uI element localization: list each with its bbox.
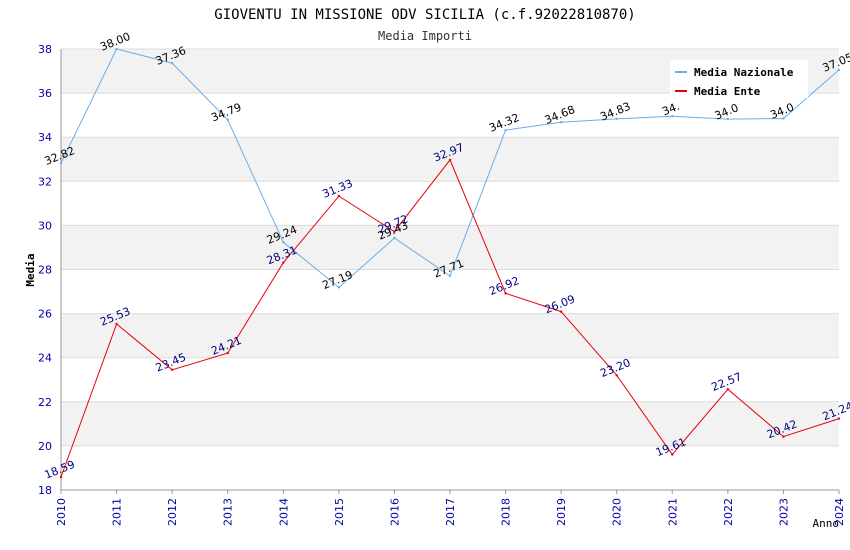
series-point	[226, 351, 229, 355]
series-point	[504, 292, 507, 295]
legend-entry: Media Ente	[694, 85, 761, 98]
series-point	[671, 115, 674, 118]
chart-subtitle: Media Importi	[378, 29, 472, 43]
y-tick-label: 34	[38, 131, 52, 144]
y-tick-label: 28	[38, 264, 52, 277]
x-tick-labels: 2010 2011 2012 2013 2014 2015 2016 2017 2018 2019…	[55, 490, 846, 526]
series-point	[671, 453, 674, 456]
legend: Media Nazionale Media Ente	[670, 60, 808, 98]
x-tick-label: 2021	[666, 498, 679, 526]
x-tick-label: 2011	[111, 498, 124, 526]
series-point	[615, 117, 618, 121]
series-point	[726, 388, 730, 391]
plot-bands	[61, 49, 839, 490]
y-tick-label: 30	[38, 219, 52, 232]
x-tick-label: 2015	[333, 498, 346, 526]
series-point	[337, 194, 341, 198]
plot-band	[61, 313, 839, 358]
y-tick-label: 24	[38, 352, 52, 365]
series-lines	[59, 47, 841, 479]
series-point	[59, 475, 63, 479]
y-tick-label: 36	[38, 87, 52, 100]
x-tick-label: 2014	[277, 498, 290, 526]
x-axis-label: Anno	[813, 517, 840, 530]
x-tick-label: 2012	[166, 498, 179, 526]
series-point	[726, 117, 730, 121]
series-point	[226, 118, 229, 121]
series-point	[393, 230, 396, 233]
y-tick-label: 26	[38, 308, 52, 321]
legend-box	[670, 60, 808, 98]
y-tick-label: 18	[38, 484, 52, 497]
y-tick-label: 20	[38, 440, 52, 453]
series-point	[782, 435, 785, 438]
plot-band	[61, 225, 839, 270]
series-point	[504, 128, 507, 132]
y-tick-label: 38	[38, 43, 52, 56]
series-point	[393, 236, 396, 240]
x-tick-label: 2016	[388, 498, 401, 526]
plot-band	[61, 401, 839, 446]
x-tick-label: 2019	[555, 498, 568, 526]
series-point	[170, 368, 174, 372]
series-point	[282, 261, 285, 264]
x-tick-label: 2013	[222, 498, 235, 526]
x-tick-label: 2020	[611, 498, 624, 526]
x-tick-label: 2022	[722, 498, 735, 526]
x-tick-label: 2017	[444, 498, 457, 526]
y-tick-label: 22	[38, 396, 52, 409]
plot-band	[61, 93, 839, 138]
y-tick-labels: 18 20 22 24 26 28 30 32 34 36 38	[38, 43, 52, 497]
x-tick-label: 2010	[55, 498, 68, 526]
y-tick-label: 32	[38, 175, 52, 188]
series-point	[282, 240, 285, 244]
plot-band	[61, 181, 839, 226]
series-point	[170, 61, 174, 65]
series-point	[837, 417, 841, 420]
series-point	[448, 274, 452, 278]
series-point	[59, 162, 63, 165]
x-tick-label: 2018	[500, 498, 513, 526]
series-point	[115, 47, 118, 51]
data-label: 34.	[660, 100, 681, 119]
series-point	[782, 117, 785, 120]
series-point	[115, 322, 118, 326]
x-tick-label: 2024	[833, 498, 846, 526]
y-axis-label: Media	[24, 253, 37, 286]
x-tick-label: 2023	[777, 498, 790, 526]
chart-title: GIOVENTU IN MISSIONE ODV SICILIA (c.f.92…	[214, 7, 635, 23]
series-point	[837, 68, 841, 72]
plot-band	[61, 445, 839, 490]
plot-band	[61, 357, 839, 402]
series-point	[337, 286, 341, 289]
legend-entry: Media Nazionale	[694, 66, 794, 79]
series-point	[615, 374, 618, 377]
series-point	[559, 310, 563, 313]
series-point	[559, 121, 563, 124]
series-point	[448, 158, 452, 162]
